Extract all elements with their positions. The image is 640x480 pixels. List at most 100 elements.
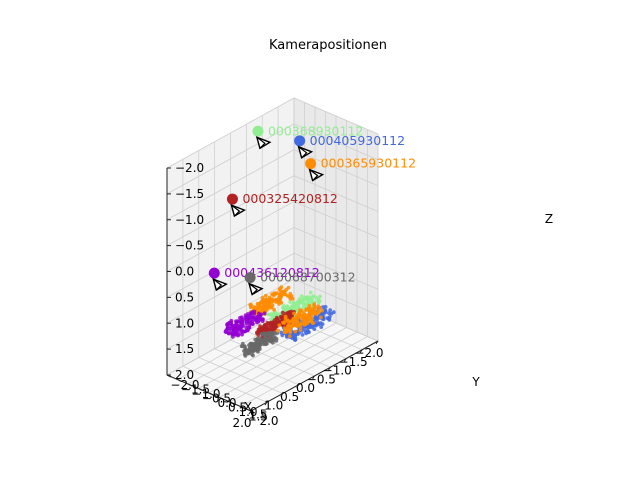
cloud-point — [310, 325, 315, 330]
cloud-point — [318, 305, 322, 310]
cloud-point — [293, 334, 298, 339]
cloud-point — [291, 301, 296, 305]
point-cloud — [276, 302, 325, 338]
cloud-point — [268, 333, 273, 338]
cloud-point — [263, 333, 268, 338]
z-tick-label: 2.0 — [175, 368, 194, 382]
cloud-point — [250, 318, 255, 323]
x-tick-label: 1.0 — [264, 399, 283, 413]
grid-line — [293, 227, 379, 264]
cloud-point — [243, 354, 248, 358]
camera-label: 000068700312 — [260, 270, 355, 285]
cloud-point — [295, 324, 299, 328]
cloud-point — [312, 307, 316, 311]
y-tick-label: 2.0 — [259, 414, 278, 428]
x-tick-mark — [248, 410, 252, 415]
cloud-point — [278, 295, 282, 299]
cloud-point — [250, 343, 255, 348]
cloud-point — [229, 322, 234, 326]
cloud-point — [316, 322, 321, 327]
grid-line — [293, 201, 379, 238]
cloud-point — [299, 298, 303, 303]
y-tick-label: 1.5 — [249, 410, 268, 424]
y-tick-mark — [229, 401, 235, 405]
y-tick-mark — [166, 374, 172, 378]
y-axis-label: Y — [471, 375, 480, 389]
cloud-point — [268, 312, 273, 317]
cloud-point — [248, 313, 253, 318]
cloud-point — [278, 287, 282, 291]
x-tick-mark — [280, 393, 284, 397]
cloud-point — [242, 344, 247, 348]
cloud-point — [292, 311, 296, 316]
camera-frustum-edge — [248, 283, 259, 296]
cloud-point — [258, 300, 263, 305]
camera-marker: 000068700312 — [244, 270, 356, 296]
chart-title: Kamerapositionen — [269, 38, 387, 53]
cloud-point — [288, 300, 292, 304]
grid-line — [219, 327, 347, 398]
cloud-point — [236, 333, 241, 338]
cloud-point — [287, 334, 292, 338]
cloud-point — [279, 330, 284, 335]
cloud-point — [323, 308, 328, 313]
grid-line — [166, 252, 295, 324]
cloud-point — [278, 314, 283, 319]
cloud-point — [321, 305, 325, 309]
cloud-point — [319, 325, 324, 329]
cloud-point — [265, 307, 270, 311]
y-tick-mark — [250, 410, 256, 414]
cloud-point — [289, 323, 293, 328]
z-axis-label: Z — [545, 212, 553, 226]
cloud-point — [293, 338, 297, 342]
cloud-point — [251, 348, 256, 353]
z-tick-label: −0.5 — [175, 239, 204, 253]
y-tick-label: 1.0 — [238, 405, 257, 419]
y-tick-label: 0.0 — [217, 396, 236, 410]
cloud-point — [327, 318, 332, 322]
x-tick-mark — [359, 349, 363, 354]
cloud-point — [267, 338, 272, 343]
cloud-point — [266, 321, 271, 326]
cloud-point — [272, 323, 277, 328]
z-tick-label: 1.0 — [175, 316, 194, 330]
cloud-point — [282, 321, 286, 325]
cloud-point — [224, 330, 229, 334]
cloud-point — [283, 317, 288, 321]
cloud-point — [274, 298, 279, 302]
cloud-point — [292, 304, 297, 308]
cloud-point — [264, 298, 269, 303]
camera-markers: 000405930112 000365930112 000368930112 0003… — [208, 123, 416, 296]
z-tick-label: −1.5 — [175, 187, 204, 201]
cloud-point — [271, 314, 276, 319]
cloud-point — [299, 294, 304, 299]
cloud-point — [245, 318, 250, 322]
cloud-point — [299, 308, 304, 313]
cloud-point — [281, 289, 286, 294]
point-clouds — [223, 285, 336, 358]
camera-marker: 000405930112 — [294, 133, 405, 159]
cloud-point — [260, 295, 265, 300]
grid-line — [208, 322, 337, 394]
cloud-point — [263, 293, 268, 298]
camera-point — [208, 267, 220, 279]
y-tick-label: −0.5 — [202, 392, 231, 406]
camera-marker: 000325420812 — [226, 191, 338, 218]
z-tick-label: 0.5 — [175, 290, 194, 304]
cloud-point — [240, 319, 245, 324]
cloud-point — [327, 311, 331, 315]
cloud-point — [254, 346, 259, 351]
cloud-point — [267, 300, 272, 305]
y-tick-mark — [198, 388, 203, 391]
grid-line — [293, 252, 379, 290]
cloud-point — [256, 303, 261, 308]
cloud-point — [230, 334, 235, 339]
cloud-point — [269, 317, 274, 322]
cloud-point — [264, 342, 268, 347]
cloud-point — [242, 329, 247, 334]
z-tick-label: −2.0 — [175, 161, 204, 175]
z-tick-label: 1.5 — [175, 342, 194, 356]
z-tick-label: 0.0 — [175, 265, 194, 279]
cloud-point — [284, 330, 288, 334]
cloud-point — [267, 327, 272, 332]
